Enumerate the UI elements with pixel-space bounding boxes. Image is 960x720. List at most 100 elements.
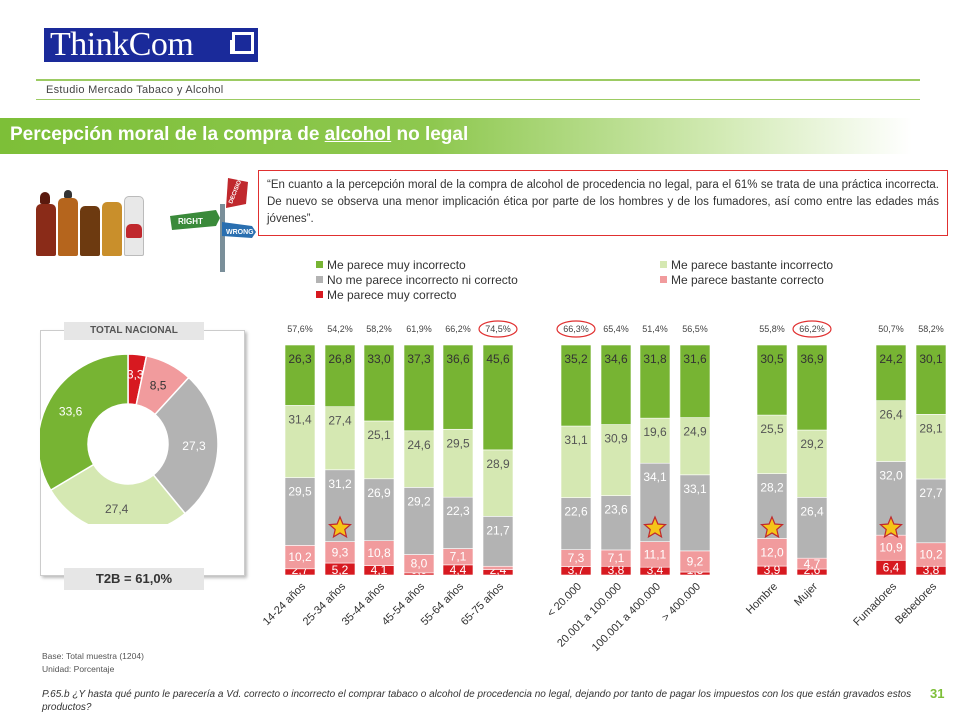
bottle-icon xyxy=(80,206,100,256)
bar-total-label: 51,4% xyxy=(642,324,668,334)
bar-total-label: 74,5% xyxy=(485,324,511,334)
bottles-illustration xyxy=(34,190,146,256)
bar-value-label: 31,4 xyxy=(288,412,312,426)
bottle-icon xyxy=(102,202,122,256)
bar-segment xyxy=(482,344,514,451)
bar-segment xyxy=(363,344,395,422)
bar-segment xyxy=(324,406,356,471)
bar-segment xyxy=(756,414,788,474)
bar-value-label: 10,2 xyxy=(288,550,312,564)
donut-slice-label: 8,5 xyxy=(150,378,167,392)
donut-slice-label: 33,6 xyxy=(59,404,83,418)
highlight-circle xyxy=(792,320,832,338)
sign-wrong-text: WRONG xyxy=(226,229,254,236)
bar-value-label: 29,2 xyxy=(800,437,824,451)
bar-value-label: 34,1 xyxy=(643,470,667,484)
bar-segment xyxy=(403,487,435,555)
bar-total-label: 50,7% xyxy=(878,324,904,334)
bar-value-label: 26,3 xyxy=(288,352,312,366)
bar-segment xyxy=(600,495,632,551)
bar-value-label: 26,9 xyxy=(367,486,391,500)
bar-total-label: 58,2% xyxy=(366,324,392,334)
legend-swatch xyxy=(316,261,323,269)
legend-swatch xyxy=(316,291,323,299)
bar-value-label: 10,9 xyxy=(879,541,903,555)
logo-text: ThinkCom xyxy=(50,28,194,62)
bar-value-label: 26,4 xyxy=(800,504,824,518)
legend-item: Me parece muy correcto xyxy=(316,288,456,302)
sample-base: Base: Total muestra (1204) xyxy=(42,651,144,661)
bar-segment xyxy=(679,417,711,476)
bar-total-label: 58,2% xyxy=(918,324,944,334)
donut-slice xyxy=(152,376,219,515)
bar-value-label: 4,4 xyxy=(450,563,467,577)
highlight-circle xyxy=(478,320,518,338)
bottle-neck-icon xyxy=(40,192,50,204)
legend-swatch xyxy=(316,276,323,284)
bar-total-label: 55,8% xyxy=(759,324,785,334)
unit-note: Unidad: Porcentaje xyxy=(42,664,115,674)
star-icon xyxy=(328,515,352,539)
bar-value-label: 22,3 xyxy=(446,504,470,518)
bar-value-label: 27,4 xyxy=(328,414,352,428)
bar-value-label: 35,2 xyxy=(564,352,588,366)
category-label: Bebedores xyxy=(893,580,939,626)
bar-segment xyxy=(324,344,356,408)
bar-segment xyxy=(796,497,828,559)
bar-value-label: 29,5 xyxy=(288,485,312,499)
bar-segment xyxy=(442,428,474,498)
bar-segment xyxy=(284,477,316,546)
bar-segment xyxy=(915,478,947,544)
bar-value-label: 37,3 xyxy=(407,352,431,366)
bar-segment xyxy=(363,540,395,566)
bar-value-label: 36,9 xyxy=(800,352,824,366)
bar-segment xyxy=(915,413,947,480)
bar-value-label: 8,0 xyxy=(411,557,428,571)
bar-total-label: 54,2% xyxy=(327,324,353,334)
header-divider-top xyxy=(36,79,920,81)
star-icon xyxy=(643,515,667,539)
footer-base: Base: Total muestra (1204) Unidad: Porce… xyxy=(42,650,144,676)
bar-value-label: 34,6 xyxy=(604,352,628,366)
bar-value-label: 31,8 xyxy=(643,352,667,366)
bar-segment xyxy=(482,565,514,570)
quote-box: “En cuanto a la percepción moral de la c… xyxy=(258,170,948,236)
category-label: < 20.000 xyxy=(545,581,584,620)
bar-segment xyxy=(482,516,514,567)
bar-segment xyxy=(600,344,632,425)
bar-value-label: 31,1 xyxy=(564,433,588,447)
bar-value-label: 7,3 xyxy=(568,551,585,565)
category-label: Hombre xyxy=(744,581,780,617)
study-name: Estudio Mercado Tabaco y Alcohol xyxy=(46,84,224,96)
bar-value-label: 26,4 xyxy=(879,408,903,422)
donut-slice xyxy=(49,463,187,524)
bar-segment xyxy=(679,344,711,418)
donut-slice-label: 27,3 xyxy=(182,439,206,453)
total-nacional-label: TOTAL NACIONAL xyxy=(64,322,204,340)
bar-value-label: 10,8 xyxy=(367,546,391,560)
legend-item: Me parece bastante correcto xyxy=(660,273,824,287)
bar-value-label: 25,5 xyxy=(760,422,784,436)
highlight-circle xyxy=(556,320,596,338)
bar-total-label: 57,6% xyxy=(287,324,313,334)
bar-segment xyxy=(756,344,788,416)
bar-value-label: 7,1 xyxy=(450,550,467,564)
bar-segment xyxy=(284,405,316,478)
bar-value-label: 24,6 xyxy=(407,438,431,452)
bar-value-label: 29,5 xyxy=(446,436,470,450)
bar-value-label: 33,0 xyxy=(367,352,391,366)
bar-value-label: 45,6 xyxy=(486,352,510,366)
bar-value-label: 29,2 xyxy=(407,494,431,508)
bottle-icon xyxy=(58,198,78,256)
t2b-label: T2B = 61,0% xyxy=(64,568,204,590)
bar-value-label: 3,9 xyxy=(764,563,781,577)
bottle-neck-icon xyxy=(64,190,72,198)
bar-value-label: 4,1 xyxy=(371,563,388,577)
legend-item: Me parece muy incorrecto xyxy=(316,258,466,272)
category-label: Mujer xyxy=(792,580,820,608)
bar-value-label: 25,1 xyxy=(367,428,391,442)
bar-segment xyxy=(875,400,907,462)
bar-segment xyxy=(796,344,828,431)
donut-slice xyxy=(40,353,129,492)
bar-value-label: 24,9 xyxy=(683,425,707,439)
